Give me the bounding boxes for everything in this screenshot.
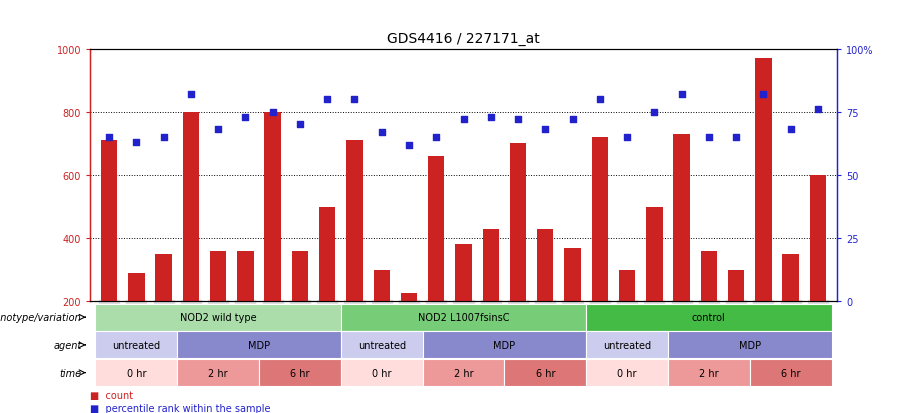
Point bbox=[811, 107, 825, 113]
Bar bbox=[259, 359, 341, 386]
Text: untreated: untreated bbox=[112, 340, 160, 350]
Bar bbox=[341, 332, 423, 358]
Point bbox=[674, 92, 688, 98]
Text: MDP: MDP bbox=[739, 340, 760, 350]
Point bbox=[511, 117, 526, 123]
Bar bbox=[564, 248, 580, 301]
Bar bbox=[782, 254, 799, 301]
Bar bbox=[482, 229, 499, 301]
Point bbox=[483, 114, 498, 121]
Bar bbox=[95, 359, 177, 386]
Point bbox=[456, 117, 471, 123]
Text: 2 hr: 2 hr bbox=[454, 368, 473, 378]
Point bbox=[347, 97, 362, 103]
Bar bbox=[156, 254, 172, 301]
Bar bbox=[668, 359, 750, 386]
Text: NOD2 wild type: NOD2 wild type bbox=[180, 312, 256, 323]
Bar bbox=[101, 141, 117, 301]
Bar bbox=[619, 270, 635, 301]
Bar bbox=[95, 332, 177, 358]
Point bbox=[211, 127, 225, 133]
Bar bbox=[509, 144, 526, 301]
Text: MDP: MDP bbox=[493, 340, 516, 350]
Text: 2 hr: 2 hr bbox=[699, 368, 719, 378]
Point bbox=[292, 122, 307, 128]
Point bbox=[756, 92, 770, 98]
Bar bbox=[346, 141, 363, 301]
Bar bbox=[400, 294, 418, 301]
Text: ■  percentile rank within the sample: ■ percentile rank within the sample bbox=[90, 403, 271, 413]
Text: ■  count: ■ count bbox=[90, 390, 133, 400]
Text: untreated: untreated bbox=[603, 340, 651, 350]
Point bbox=[620, 134, 634, 141]
Bar bbox=[586, 359, 668, 386]
Bar bbox=[341, 304, 586, 331]
Point bbox=[538, 127, 553, 133]
Text: 0 hr: 0 hr bbox=[617, 368, 637, 378]
Text: agent: agent bbox=[54, 340, 82, 350]
Bar bbox=[728, 270, 744, 301]
Point bbox=[647, 109, 662, 116]
Bar bbox=[537, 229, 554, 301]
Bar bbox=[341, 359, 423, 386]
Bar bbox=[177, 359, 259, 386]
Bar bbox=[428, 157, 445, 301]
Text: 0 hr: 0 hr bbox=[372, 368, 392, 378]
Bar bbox=[210, 251, 226, 301]
Text: time: time bbox=[59, 368, 82, 378]
Bar bbox=[668, 332, 832, 358]
Text: 6 hr: 6 hr bbox=[781, 368, 800, 378]
Text: control: control bbox=[692, 312, 725, 323]
Text: untreated: untreated bbox=[357, 340, 406, 350]
Bar bbox=[586, 304, 832, 331]
Bar bbox=[265, 112, 281, 301]
Bar bbox=[810, 176, 826, 301]
Bar bbox=[374, 270, 390, 301]
Text: 0 hr: 0 hr bbox=[127, 368, 146, 378]
Point bbox=[102, 134, 116, 141]
Bar bbox=[423, 359, 504, 386]
Point bbox=[157, 134, 171, 141]
Bar bbox=[183, 112, 199, 301]
Point bbox=[729, 134, 743, 141]
Bar bbox=[238, 251, 254, 301]
Point bbox=[266, 109, 280, 116]
Point bbox=[565, 117, 580, 123]
Point bbox=[238, 114, 253, 121]
Text: genotype/variation: genotype/variation bbox=[0, 312, 82, 323]
Point bbox=[401, 142, 416, 149]
Bar bbox=[319, 207, 336, 301]
Text: 2 hr: 2 hr bbox=[208, 368, 228, 378]
Text: NOD2 L1007fsinsC: NOD2 L1007fsinsC bbox=[418, 312, 509, 323]
Bar bbox=[591, 138, 608, 301]
Text: MDP: MDP bbox=[248, 340, 270, 350]
Point bbox=[784, 127, 798, 133]
Point bbox=[429, 134, 444, 141]
Text: 6 hr: 6 hr bbox=[536, 368, 555, 378]
Bar bbox=[673, 135, 689, 301]
Point bbox=[702, 134, 716, 141]
Point bbox=[592, 97, 607, 103]
Bar bbox=[646, 207, 662, 301]
Point bbox=[320, 97, 335, 103]
Bar bbox=[95, 304, 341, 331]
Title: GDS4416 / 227171_at: GDS4416 / 227171_at bbox=[387, 32, 540, 46]
Bar bbox=[292, 251, 308, 301]
Bar bbox=[177, 332, 341, 358]
Bar bbox=[423, 332, 586, 358]
Bar bbox=[455, 245, 472, 301]
Bar bbox=[750, 359, 832, 386]
Point bbox=[184, 92, 198, 98]
Bar bbox=[755, 59, 771, 301]
Text: 6 hr: 6 hr bbox=[290, 368, 310, 378]
Point bbox=[374, 129, 389, 136]
Bar bbox=[504, 359, 586, 386]
Bar bbox=[586, 332, 668, 358]
Bar bbox=[701, 251, 717, 301]
Bar bbox=[128, 273, 145, 301]
Point bbox=[129, 140, 143, 146]
